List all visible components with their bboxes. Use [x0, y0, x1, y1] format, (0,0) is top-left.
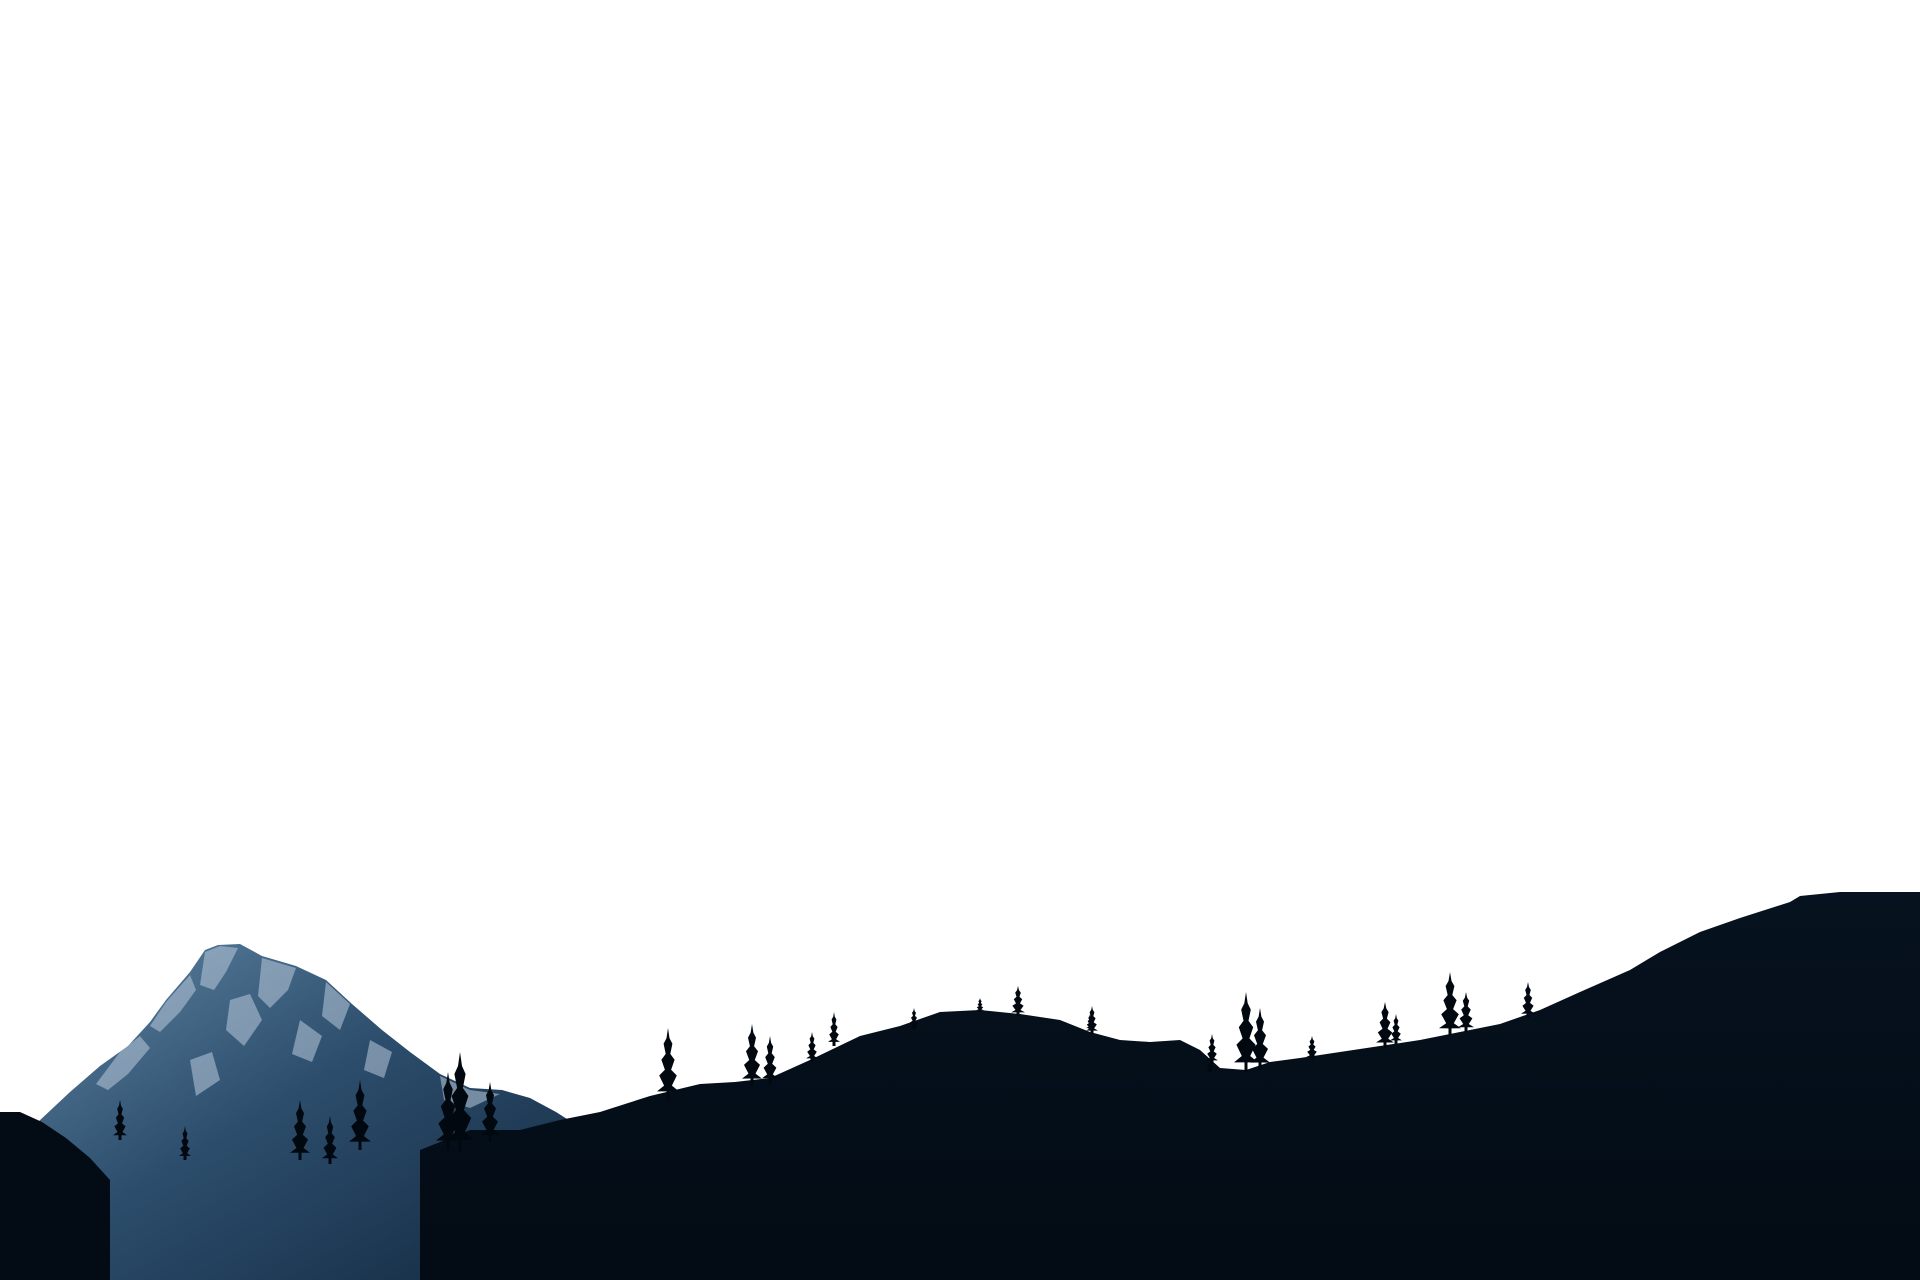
conifer-tree: [1376, 1002, 1394, 1048]
conifer-tree: [806, 1032, 818, 1062]
conifer-tree: [657, 1028, 679, 1100]
conifer-tree: [480, 1082, 500, 1142]
conifer-tree: [1250, 1008, 1270, 1070]
conifer-trees: [113, 972, 1535, 1164]
conifer-tree: [1206, 1034, 1218, 1064]
conifer-tree: [1390, 1014, 1402, 1044]
conifer-tree: [436, 1072, 460, 1150]
conifer-tree: [976, 998, 984, 1012]
conifer-tree: [1011, 986, 1025, 1016]
conifer-tree: [909, 1008, 919, 1030]
conifer-tree: [1306, 1036, 1318, 1060]
conifer-tree: [1458, 992, 1474, 1032]
conifer-tree: [1086, 1014, 1094, 1030]
conifer-tree: [1439, 972, 1461, 1036]
forested-ridge: [420, 892, 1920, 1280]
conifer-tree: [1234, 992, 1258, 1072]
conifer-tree: [1206, 1056, 1214, 1072]
conifer-tree: [1521, 982, 1535, 1018]
conifer-tree: [322, 1116, 338, 1164]
conifer-tree: [179, 1126, 191, 1160]
left-foothill: [0, 1112, 110, 1280]
conifer-tree: [742, 1024, 762, 1086]
snow-streaks: [96, 946, 500, 1108]
conifer-tree: [762, 1036, 778, 1084]
conifer-tree: [349, 1080, 371, 1150]
conifer-tree: [828, 1012, 840, 1046]
conifer-tree: [446, 1052, 474, 1152]
conifer-tree: [113, 1100, 127, 1140]
conifer-tree: [290, 1100, 310, 1160]
